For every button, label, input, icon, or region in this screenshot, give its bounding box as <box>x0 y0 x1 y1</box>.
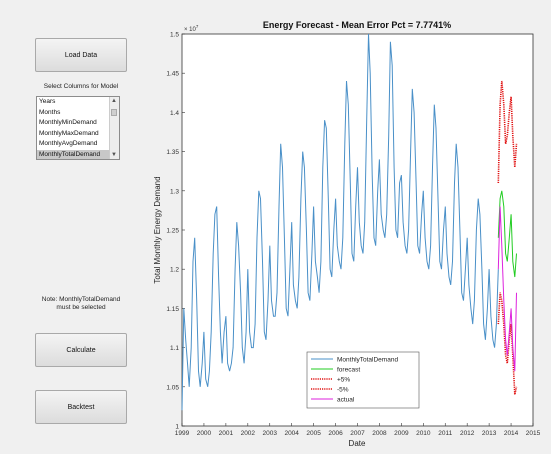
column-option[interactable]: MonthlyMaxDemand <box>39 129 99 137</box>
x-tick-label: 2008 <box>372 430 387 437</box>
chart-title: Energy Forecast - Mean Error Pct = 7.774… <box>263 20 451 30</box>
scroll-down-icon[interactable]: ▼ <box>111 152 117 158</box>
x-tick-label: 2007 <box>350 430 365 437</box>
y-tick-label: 1.05 <box>166 384 179 391</box>
x-tick-label: 2014 <box>504 430 519 437</box>
x-tick-label: 2000 <box>197 430 212 437</box>
y-tick-label: 1.1 <box>170 345 179 352</box>
calculate-button[interactable]: Calculate <box>35 333 127 367</box>
column-option[interactable]: MonthlyTotalDemand <box>37 149 111 159</box>
y-tick-label: 1.5 <box>170 32 179 39</box>
legend: MonthlyTotalDemand forecast +5% -5% actual <box>306 351 420 409</box>
note-label: Note: MonthlyTotalDemand must be selecte… <box>20 296 142 312</box>
backtest-button[interactable]: Backtest <box>35 390 127 424</box>
legend-entry: forecast <box>337 367 360 374</box>
column-listbox[interactable]: Years Months MonthlyMinDemand MonthlyMaxDem… <box>36 96 120 160</box>
note-line-1: Note: MonthlyTotalDemand <box>41 296 121 303</box>
note-line-2: must be selected <box>56 304 106 311</box>
y-tick-label: 1.25 <box>166 228 179 235</box>
legend-entry: +5% <box>337 377 350 384</box>
select-columns-label: Select Columns for Model <box>43 83 119 90</box>
y-tick-label: 1 <box>175 424 179 431</box>
y-tick-label: 1.35 <box>166 149 179 156</box>
x-axis-label: Date <box>349 439 366 448</box>
x-tick-label: 2010 <box>416 430 431 437</box>
series-line-2 <box>497 80 518 184</box>
x-tick-label: 2005 <box>306 430 321 437</box>
x-tick-label: 2001 <box>219 430 234 437</box>
y-tick-label: 1.3 <box>170 188 179 195</box>
column-option[interactable]: Years <box>39 98 56 105</box>
x-tick-label: 2006 <box>328 430 343 437</box>
column-option[interactable]: MonthlyMinDemand <box>39 119 97 126</box>
x-tick-label: 2015 <box>526 430 541 437</box>
series-line-0 <box>181 33 499 411</box>
series-line-1 <box>497 190 517 278</box>
x-tick-label: 2002 <box>241 430 256 437</box>
listbox-scrollbar[interactable]: ▲ ▼ <box>109 97 119 159</box>
x-tick-label: 2004 <box>284 430 299 437</box>
column-option[interactable]: MonthlyAvgDemand <box>39 140 98 147</box>
legend-entry: -5% <box>337 387 349 394</box>
x-tick-label: 2003 <box>263 430 278 437</box>
y-tick-label: 1.2 <box>170 267 179 274</box>
series-line-4 <box>497 206 517 372</box>
legend-entry: MonthlyTotalDemand <box>337 357 398 364</box>
x-tick-label: 2012 <box>460 430 475 437</box>
x-tick-label: 2009 <box>394 430 409 437</box>
y-axis-label: Total Monthly Energy Demand <box>153 176 162 283</box>
y-tick-label: 1.15 <box>166 306 179 313</box>
load-data-button[interactable]: Load Data <box>35 38 127 72</box>
x-tick-label: 2013 <box>482 430 497 437</box>
scroll-up-icon[interactable]: ▲ <box>111 98 117 104</box>
y-tick-label: 1.45 <box>166 71 179 78</box>
column-option[interactable]: Months <box>39 108 61 116</box>
x-tick-label: 1999 <box>175 430 190 437</box>
y-exponent-label: × 107 <box>184 24 199 33</box>
x-tick-label: 2011 <box>438 430 452 437</box>
legend-entry: actual <box>337 397 355 404</box>
y-tick-label: 1.4 <box>170 110 179 117</box>
scroll-thumb[interactable] <box>111 109 117 116</box>
